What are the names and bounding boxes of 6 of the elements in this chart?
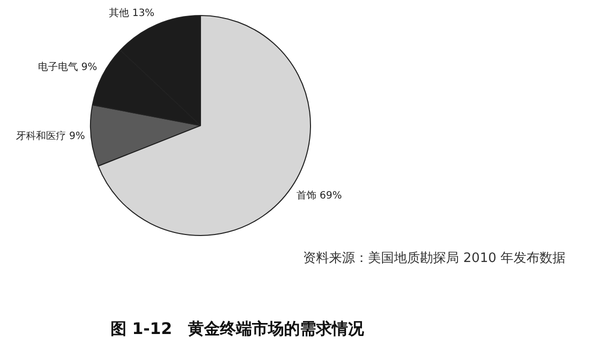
text: 图 1-12 黄金终端市场的需求情况 bbox=[110, 319, 366, 338]
slice-label: 电子电气 9% bbox=[38, 60, 98, 73]
slice-label: 牙科和医疗 9% bbox=[16, 130, 86, 142]
text: 资料来源：美国地质勘探局 2010 年发布数据 bbox=[303, 250, 566, 266]
slice-label: 首饰 69% bbox=[296, 190, 342, 202]
slice-label: 其他 13% bbox=[109, 7, 154, 20]
